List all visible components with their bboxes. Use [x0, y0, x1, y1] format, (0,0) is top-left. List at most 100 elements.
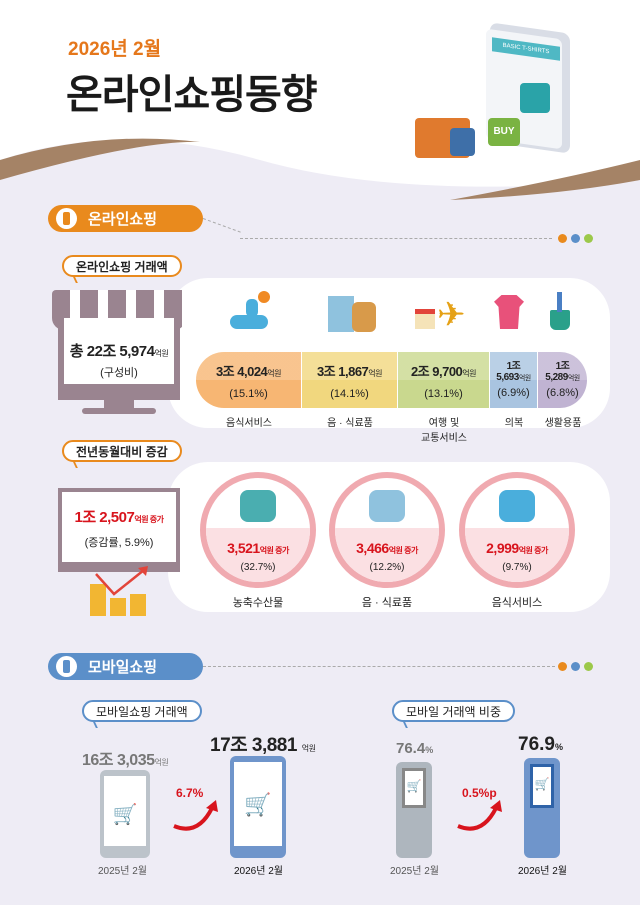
unit: 억원 증가: [518, 546, 549, 555]
unit: 억원 증가: [259, 546, 290, 555]
category-label: 농축수산물: [232, 597, 284, 609]
callout-online-transaction: 온라인쇼핑 거래액: [62, 255, 182, 277]
segment-value: 3조 1,867: [316, 363, 369, 379]
label-line: 생활용품: [544, 418, 582, 429]
category-label: 생활용품: [538, 414, 588, 429]
share-cur-value: 76.9: [518, 734, 555, 755]
label-line: 의복: [504, 418, 524, 429]
segment-share: (6.8%): [546, 387, 579, 399]
dot: [571, 234, 580, 243]
section-header-mobile: 모바일쇼핑: [48, 653, 203, 680]
composition-segment: 1조 5,693억원 (6.9%): [490, 352, 538, 408]
dot: [584, 662, 593, 671]
category-label: 의복: [490, 414, 538, 429]
coin-stack-icon: [90, 584, 106, 616]
unit: 억원: [567, 375, 580, 382]
shopping-illustration: BASIC T-SHIRTS BUY: [410, 22, 580, 193]
category-label: 음 · 식료품: [302, 414, 398, 429]
yoy-circle: 3,466억원 증가 (12.2%): [329, 472, 445, 588]
shirt-icon: [520, 83, 550, 113]
toothbrush-cup-icon: [548, 292, 572, 332]
composition-segment: 2조 9,700억원 (13.1%): [398, 352, 490, 408]
buy-button: BUY: [488, 118, 520, 146]
unit: 억원: [267, 368, 282, 378]
store-monitor: 총 22조 5,974억원 (구성비): [52, 290, 186, 415]
coin-stack-icon: [130, 594, 146, 616]
page-title: 온라인쇼핑동향: [66, 73, 318, 117]
unit: 억원: [301, 744, 316, 753]
year-label: 2025년 2월: [390, 866, 439, 877]
segment-value: 1조 5,693: [496, 361, 521, 383]
dot: [584, 234, 593, 243]
composition-segment: 3조 1,867억원 (14.1%): [302, 352, 398, 408]
yoy-monitor: 1조 2,507억원 증가 (증감률, 5.9%): [58, 488, 180, 616]
mobile-phone-icon: [56, 656, 77, 677]
yoy-value: 2,999: [486, 540, 519, 556]
label-line: 음 · 식료품: [327, 418, 373, 429]
tablet-2025-icon: 🛒: [100, 770, 150, 858]
segment-share: (14.1%): [330, 387, 369, 400]
section-title: 모바일쇼핑: [88, 659, 158, 676]
unit: 억원: [154, 758, 169, 767]
dot: [571, 662, 580, 671]
tablet-2026-icon: 🛒: [230, 756, 286, 858]
mobile-cur-value: 17조 3,881: [210, 735, 297, 756]
dot: [558, 662, 567, 671]
segment-share: (13.1%): [424, 387, 463, 400]
category-label: 음식서비스: [196, 414, 302, 429]
label-line: 교통서비스: [421, 433, 467, 444]
divider: [203, 666, 555, 667]
unit: 억원: [368, 368, 383, 378]
delivery-scooter-icon: [499, 490, 535, 522]
growth-rate: 6.7%: [176, 786, 204, 800]
growth-arrow-icon: [457, 800, 502, 831]
callout-mobile-share: 모바일 거래액 비중: [392, 700, 515, 722]
segment-value: 1조 5,289: [545, 361, 570, 383]
yoy-circle: 3,521억원 증가 (32.7%): [200, 472, 316, 588]
category-label: 음 · 식료품: [361, 597, 413, 609]
year-label: 2026년 2월: [234, 866, 283, 877]
airplane-calendar-icon: ✈: [415, 295, 475, 335]
unit: 억원: [462, 368, 477, 378]
yoy-rate: (증감률, 5.9%): [84, 537, 154, 549]
dot: [558, 234, 567, 243]
milk-bread-icon: [369, 490, 405, 522]
kiosk-2025-icon: 🛒: [396, 762, 432, 858]
category-label: 여행 및 교통서비스: [398, 414, 490, 444]
mobile-prev-value: 16조 3,035: [82, 752, 155, 769]
yoy-rate: (12.2%): [369, 562, 405, 573]
unit: 억원: [518, 375, 531, 382]
yoy-rate: (32.7%): [240, 562, 276, 573]
unit: %: [425, 745, 434, 755]
segment-value: 2조 9,700: [410, 363, 463, 379]
callout-yoy: 전년동월대비 증감: [62, 440, 182, 462]
trend-arrow-icon: [95, 566, 148, 596]
label-line: 음식서비스: [226, 418, 272, 429]
cart-icon: 🛒: [530, 764, 554, 808]
share-prev-value: 76.4: [396, 740, 426, 757]
milk-bread-icon: [328, 296, 376, 334]
segment-value: 3조 4,024: [215, 363, 268, 379]
callout-mobile-transaction: 모바일쇼핑 거래액: [82, 700, 202, 722]
segment-share: (6.9%): [497, 387, 530, 399]
cart-icon: 🛒: [234, 762, 282, 846]
composition-segment: 3조 4,024억원 (15.1%): [196, 352, 302, 408]
kiosk-2026-icon: 🛒: [524, 758, 560, 858]
section-title: 온라인쇼핑: [88, 211, 158, 228]
share-growth: 0.5%p: [462, 786, 497, 800]
yoy-circle: 2,999억원 증가 (9.7%): [459, 472, 575, 588]
composition-label: (구성비): [100, 367, 138, 379]
unit: 억원: [154, 349, 169, 358]
year-label: 2025년 2월: [98, 866, 147, 877]
yoy-value: 3,521: [227, 540, 260, 556]
section-header-online: 온라인쇼핑: [48, 205, 203, 232]
year-label: 2026년 2월: [518, 866, 567, 877]
cart-icon: 🛒: [402, 768, 426, 808]
unit: 억원 증가: [134, 515, 164, 524]
yoy-rate: (9.7%): [502, 562, 532, 573]
composition-segment: 1조 5,289억원 (6.8%): [538, 352, 588, 408]
unit: %: [554, 742, 563, 752]
divider: [240, 238, 552, 239]
total-transaction: 총 22조 5,974: [69, 343, 155, 360]
fish-wheat-icon: [240, 490, 276, 522]
